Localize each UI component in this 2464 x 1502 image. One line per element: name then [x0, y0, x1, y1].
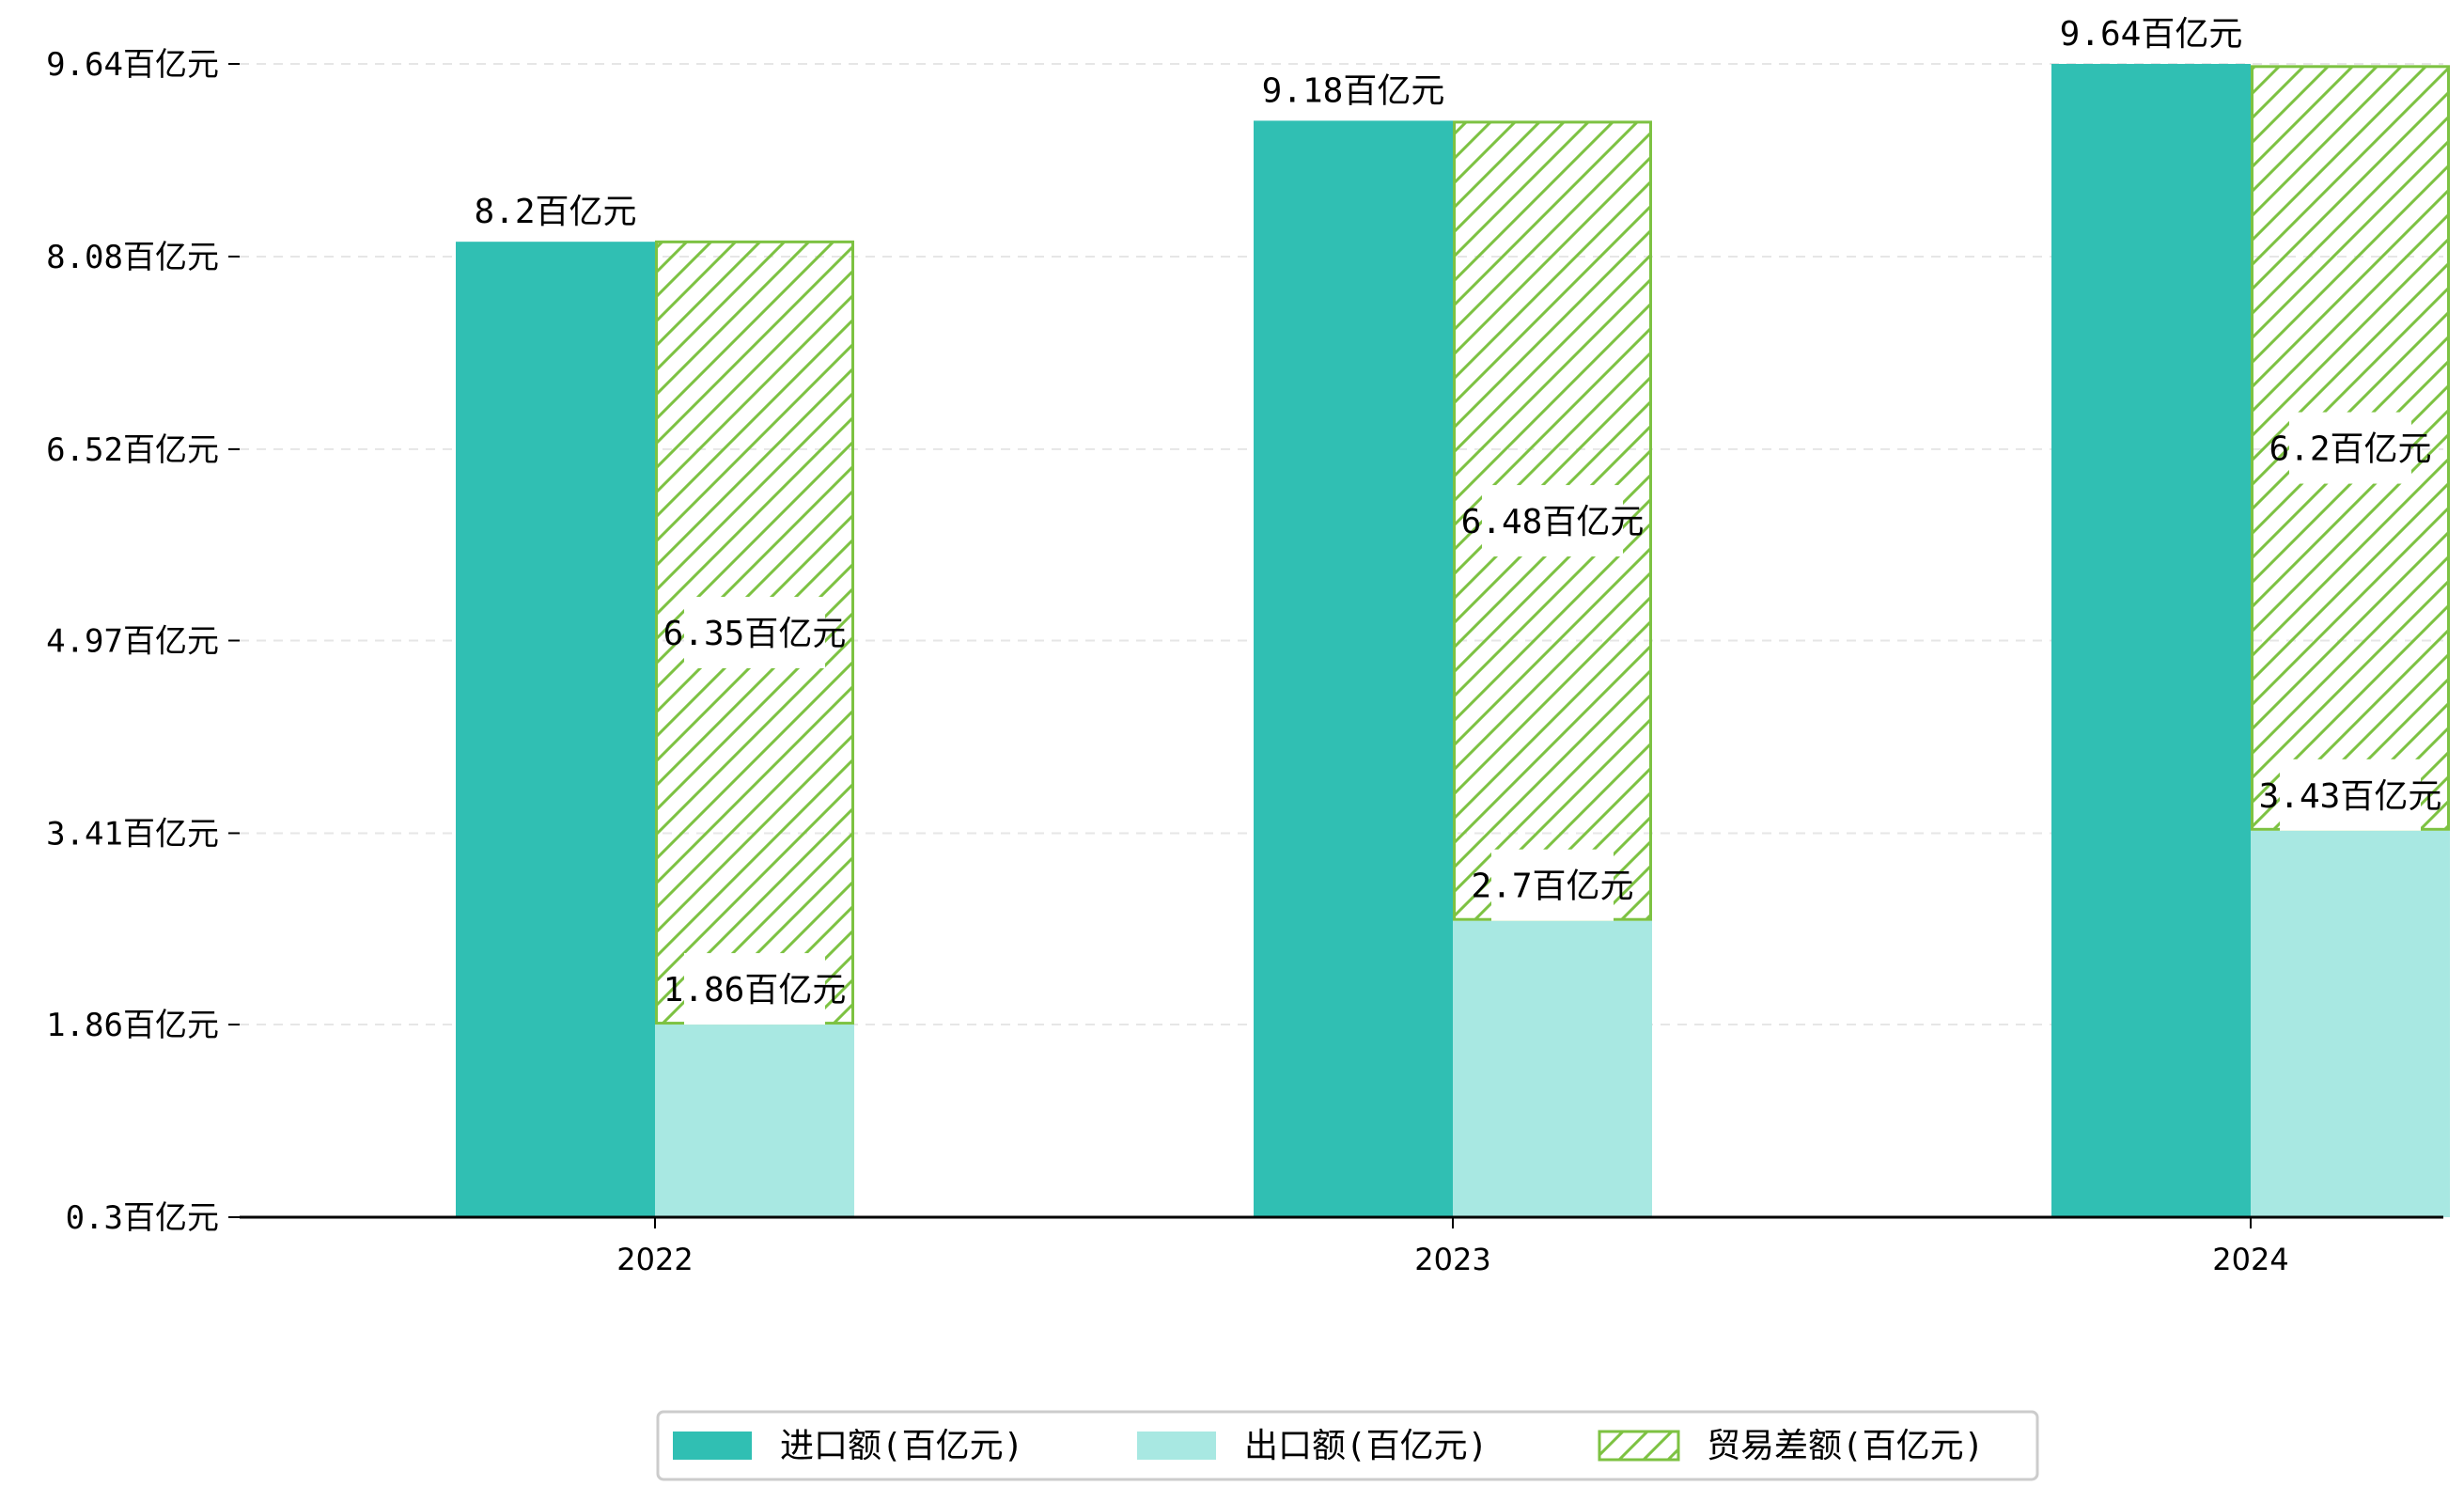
bar-export [1453, 920, 1652, 1217]
data-label-import: 8.2百亿元 [474, 193, 636, 231]
legend-label: 进口额(百亿元) [780, 1427, 1023, 1465]
data-label-background [684, 596, 825, 668]
legend-box [656, 1410, 2039, 1481]
bar-import [2051, 64, 2251, 1217]
y-tick-label: 3.41百亿元 [46, 815, 219, 853]
data-label: 3.43百亿元 [2259, 777, 2442, 816]
bars [456, 64, 2450, 1217]
data-label-background [1491, 849, 1614, 921]
legend-swatch [1137, 1432, 1216, 1460]
data-label: 1.86百亿元 [663, 971, 847, 1009]
x-tick-label: 2023 [1414, 1242, 1490, 1277]
legend-label: 贸易差额(百亿元) [1707, 1427, 1984, 1465]
y-tick-label: 4.97百亿元 [46, 623, 219, 661]
legend: 进口额(百亿元) 出口额(百亿元) 贸易差额(百亿元) [656, 1410, 2039, 1481]
data-label: 6.48百亿元 [1461, 503, 1645, 541]
data-label: 6.35百亿元 [663, 615, 847, 653]
bar-import [456, 242, 655, 1217]
data-labels: 8.2百亿元 1.86百亿元 6.35百亿元 9.18百亿元 2.7百亿元 6.48百亿元… [474, 15, 2441, 1025]
x-tick-label: 2024 [2212, 1242, 2288, 1277]
y-tick-label: 9.64百亿元 [46, 46, 219, 84]
y-tick-label: 8.08百亿元 [46, 239, 219, 276]
bar-import [1254, 120, 1453, 1217]
y-tick-label: 0.3百亿元 [66, 1199, 219, 1237]
data-label-background [684, 953, 825, 1025]
data-label: 6.2百亿元 [2269, 430, 2431, 469]
data-label-import: 9.64百亿元 [2060, 15, 2243, 54]
data-label-background [1482, 485, 1623, 557]
data-label: 2.7百亿元 [1471, 868, 1633, 906]
y-tick-label: 1.86百亿元 [46, 1007, 219, 1044]
data-label-import: 9.18百亿元 [1262, 71, 1445, 110]
legend-swatch [1598, 1430, 1680, 1462]
axes: 0.3百亿元 1.86百亿元 3.41百亿元 4.97百亿元 6.52百亿元 8.08百亿… [46, 46, 2443, 1277]
legend-label: 出口额(百亿元) [1244, 1427, 1488, 1465]
bar-export [2251, 830, 2450, 1217]
data-label-background [2280, 759, 2421, 831]
bar-export [655, 1025, 854, 1217]
x-tick-label: 2022 [616, 1242, 693, 1277]
data-label-background [2289, 412, 2411, 484]
legend-swatch [673, 1432, 752, 1460]
y-tick-label: 6.52百亿元 [46, 431, 219, 469]
